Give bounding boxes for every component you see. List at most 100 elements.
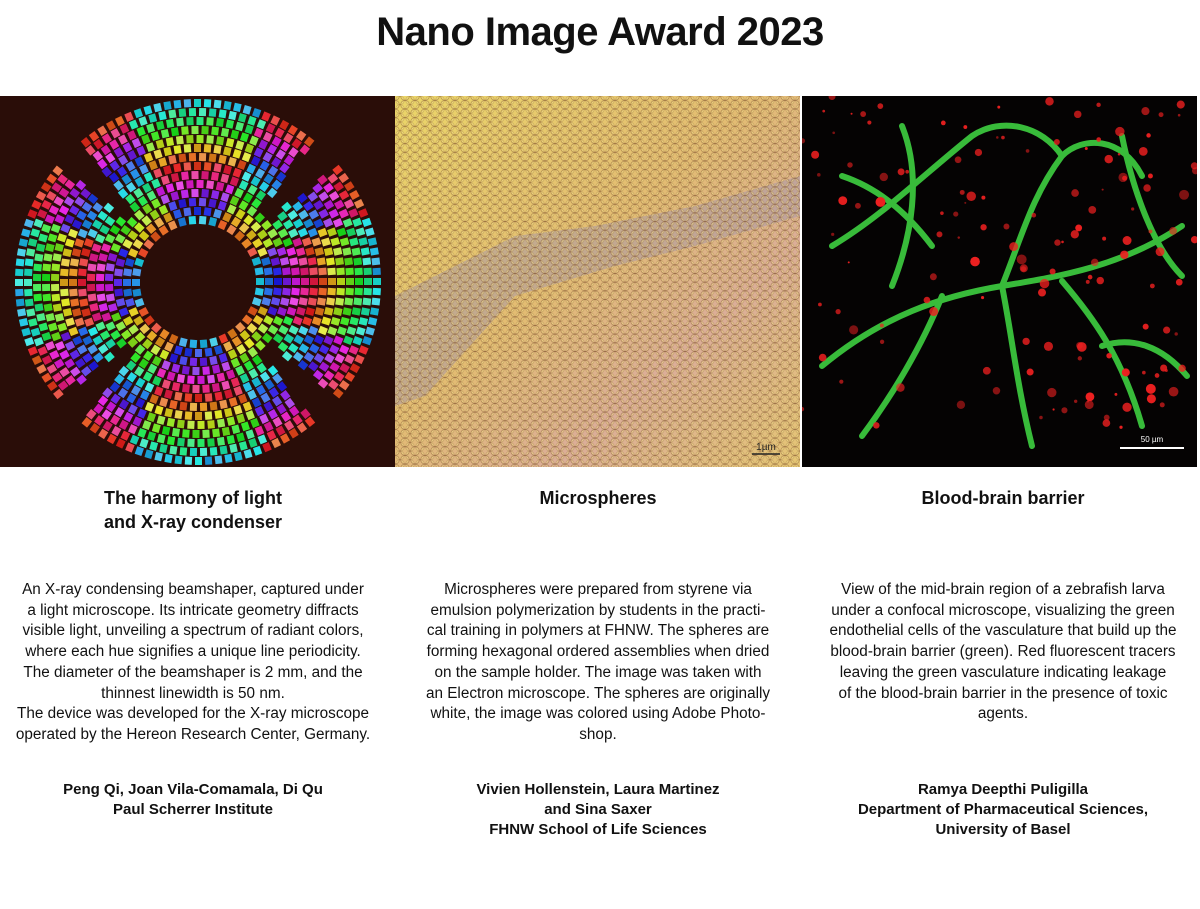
grating-cell [241, 171, 252, 182]
grating-cell [24, 258, 34, 267]
grating-cell [127, 424, 138, 435]
grating-cell [252, 314, 264, 326]
grating-cell [283, 154, 295, 166]
tracer-dot [936, 231, 943, 238]
panel-title-line: and X-ray condenser [103, 512, 283, 532]
tracer-dot [970, 256, 980, 267]
grating-cell [83, 238, 94, 248]
grating-cell [282, 287, 291, 296]
grating-cell [286, 306, 297, 316]
grating-cell [226, 416, 236, 426]
grating-cell [60, 288, 69, 297]
grating-cell [62, 308, 73, 317]
grating-cell [354, 287, 363, 296]
tracer-dot [1045, 97, 1054, 106]
panel-title: The harmony of light and X-ray condenser [0, 486, 393, 534]
grating-cell [271, 157, 282, 168]
grating-cell [69, 187, 81, 199]
tracer-dot [1071, 189, 1079, 197]
grating-cell [336, 287, 345, 296]
grating-cell [34, 253, 44, 262]
tracer-dot [1061, 240, 1064, 244]
grating-cell [78, 326, 89, 337]
grating-cell [36, 364, 47, 375]
tracer-dot [1155, 247, 1165, 257]
grating-cell [70, 298, 80, 307]
grating-cell [253, 127, 264, 138]
grating-cell [151, 322, 162, 334]
grating-cell [124, 257, 135, 267]
grating-cell [127, 404, 138, 415]
grating-cell [229, 176, 240, 187]
grating-cell [228, 110, 237, 121]
grating-cell [97, 158, 108, 170]
grating-cell [40, 182, 52, 193]
grating-cell [288, 228, 299, 239]
grating-cell [15, 298, 25, 307]
grating-cell [226, 204, 237, 215]
scale-bar-label: 50 µm [1141, 435, 1164, 444]
tracer-dot [1049, 268, 1056, 275]
grating-cell [267, 144, 278, 155]
grating-cell [369, 247, 379, 256]
grating-cell [345, 287, 354, 296]
grating-cell [313, 218, 324, 229]
grating-cell [17, 308, 27, 317]
grating-cell [239, 132, 250, 143]
grating-cell [173, 209, 183, 219]
grating-cell [352, 336, 363, 346]
grating-cell [209, 446, 218, 456]
grating-cell [187, 438, 195, 448]
grating-cell [263, 401, 274, 412]
grating-cell [308, 361, 319, 372]
grating-cell [292, 201, 303, 212]
tracer-dot [963, 125, 968, 129]
grating-cell [313, 353, 325, 364]
grating-cell [333, 307, 343, 316]
grating-cell [60, 268, 69, 277]
grating-cell [216, 136, 225, 146]
grating-cell [284, 420, 295, 431]
tracer-dot [923, 296, 931, 304]
panel-authors-line: Paul Scherrer Institute [112, 801, 274, 818]
grating-cell [189, 402, 198, 412]
grating-cell [154, 405, 164, 416]
grating-cell [327, 227, 337, 237]
grating-cell [114, 406, 125, 418]
grating-cell [34, 303, 44, 312]
grating-cell [309, 267, 318, 276]
grating-cell [89, 422, 100, 434]
grating-cell [299, 144, 310, 155]
grating-cell [221, 380, 231, 391]
grating-cell [197, 420, 205, 430]
grating-cell [116, 337, 127, 349]
grating-cell [355, 326, 366, 336]
tracer-dot [867, 120, 872, 125]
grating-cell [303, 351, 315, 363]
grating-cell [149, 209, 160, 220]
grating-cell [353, 257, 363, 266]
grating-cell [358, 208, 369, 218]
grating-cell [297, 227, 309, 238]
grating-cell [179, 356, 188, 366]
panel-description-line: agents. [977, 705, 1029, 723]
grating-cell [241, 314, 253, 325]
grating-cell [92, 202, 104, 213]
tracer-dot [838, 196, 848, 206]
tracer-dot [1003, 223, 1010, 230]
grating-cell [245, 429, 255, 440]
grating-cell [256, 362, 267, 374]
grating-cell [191, 188, 199, 198]
grating-cell [261, 111, 271, 122]
grating-cell [239, 330, 251, 341]
grating-cell [47, 380, 58, 392]
grating-cell [105, 293, 115, 302]
grating-cell [191, 170, 199, 180]
grating-cell [252, 445, 263, 456]
grating-cell [87, 344, 98, 355]
grating-cell [61, 298, 71, 307]
grating-cell [231, 336, 242, 347]
grating-cell [244, 124, 254, 135]
grating-cell [128, 307, 139, 317]
tracer-dot [1179, 189, 1190, 200]
